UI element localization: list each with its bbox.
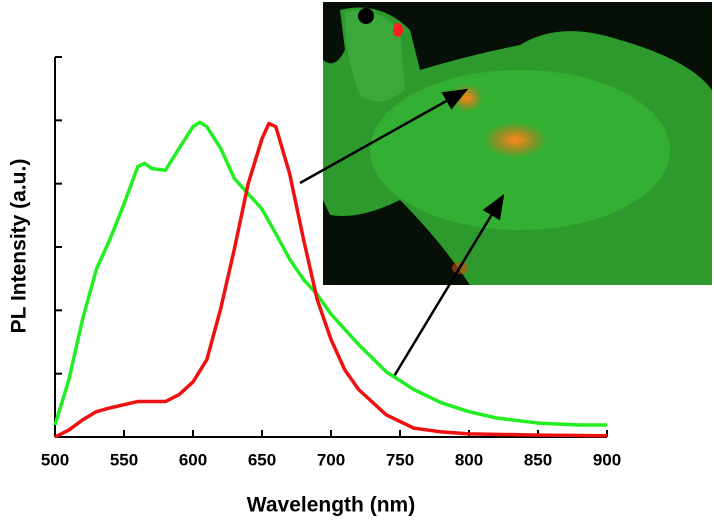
x-tick-label: 550 (110, 450, 138, 469)
y-axis-title: PL Intensity (a.u.) (8, 159, 31, 334)
inset-image (323, 2, 712, 285)
x-tick-label: 600 (179, 450, 207, 469)
arrow (299, 88, 469, 185)
line (53, 120, 607, 427)
x-tick-label: 750 (386, 450, 414, 469)
arrow (391, 193, 505, 379)
x-tick-label: 900 (593, 450, 621, 469)
line (54, 121, 608, 439)
x-tick-label: 700 (317, 450, 345, 469)
x-tick-label: 850 (524, 450, 552, 469)
x-tick-label: 800 (455, 450, 483, 469)
x-tick-label: 650 (248, 450, 276, 469)
x-axis-title: Wavelength (nm) (247, 494, 415, 517)
x-tick-label: 500 (41, 450, 69, 469)
